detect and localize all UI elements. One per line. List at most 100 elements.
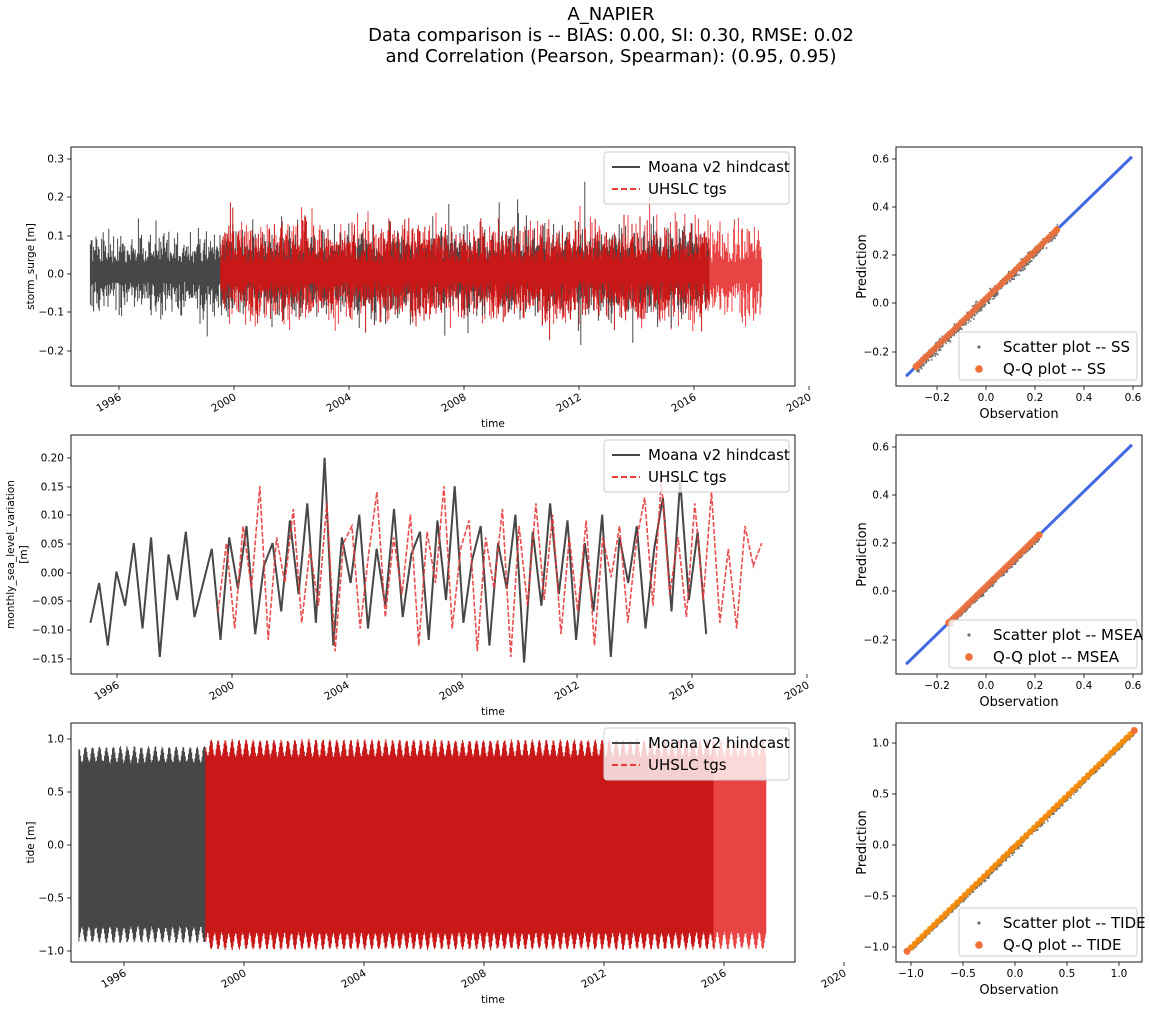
ts1-frame: [70, 146, 796, 387]
y-tick-label: 0.2: [872, 250, 889, 262]
legend-qq-label: Q-Q plot -- MSEA: [993, 648, 1120, 666]
ts3-frame: [70, 722, 796, 963]
y-axis-label: Prediction: [855, 522, 870, 587]
x-tick-label: −0.2: [924, 680, 950, 692]
legend-scatter-label: Scatter plot -- SS: [1003, 338, 1130, 356]
x-axis-label: Observation: [979, 983, 1058, 998]
y-tick-label: 1.0: [872, 738, 889, 750]
ts3-timeseries-panel: 1996 2000 2004 2008 2012 2016 2020 1.0 0.5 0.0 −0.…: [25, 722, 849, 1006]
legend-scatter-marker: [967, 633, 971, 637]
ts2-timeseries-panel: 1996 2000 2004 2008 2012 2016 2020 0.20 0.15 0.10…: [5, 434, 812, 718]
y-axis-label: Prediction: [855, 810, 870, 875]
x-tick-label: 2016: [669, 391, 698, 415]
y-tick-label: 0.0: [872, 586, 889, 598]
legend-hindcast-label: Moana v2 hindcast: [648, 158, 790, 176]
sc2-scatter-panel: −0.2 0.0 0.2 0.4 0.6 0.6 0.4 0.2 0.0 −0.2 Observat…: [855, 434, 1144, 710]
y-tick-label: 0.3: [47, 154, 64, 166]
qq-points: [945, 531, 1043, 626]
x-tick-label: −0.5: [950, 968, 976, 980]
legend-scatter-label: Scatter plot -- MSEA: [993, 626, 1144, 644]
overlap-series-line: [205, 738, 714, 951]
ts3-legend: Moana v2 hindcast UHSLC tgs: [603, 727, 790, 781]
qq-points: [903, 727, 1138, 955]
ts1-legend: Moana v2 hindcast UHSLC tgs: [603, 151, 790, 205]
x-tick-label: 0.2: [1027, 680, 1044, 692]
x-tick-label: 2000: [219, 967, 248, 991]
legend-qq-label: Q-Q plot -- SS: [1003, 360, 1106, 378]
legend-hindcast-label: Moana v2 hindcast: [648, 734, 790, 752]
x-tick-label: 0.5: [1059, 968, 1076, 980]
qq-point-min: [903, 947, 911, 955]
x-tick-label: 2012: [554, 391, 583, 415]
x-tick-label: 2000: [209, 391, 238, 415]
figure-title-line-2: Data comparison is -- BIAS: 0.00, SI: 0.…: [368, 25, 854, 46]
ts2-frame: [70, 434, 796, 675]
y-tick-label: 0.15: [41, 482, 64, 494]
x-tick-label: 2008: [459, 967, 488, 991]
y-tick-label: −0.5: [864, 891, 890, 903]
x-tick-label: 2000: [207, 679, 236, 703]
x-tick-label: 0.0: [978, 680, 995, 692]
y-tick-label: 1.0: [47, 734, 64, 746]
legend-scatter-label: Scatter plot -- TIDE: [1003, 914, 1146, 932]
y-axis-unit: [m]: [18, 545, 30, 563]
sc2-frame: [895, 434, 1143, 675]
x-tick-label: 2020: [784, 391, 813, 415]
x-axis-label: time: [481, 706, 505, 718]
y-tick-label: 0.6: [872, 442, 889, 454]
x-tick-label: 2012: [579, 967, 608, 991]
y-tick-label: 0.1: [47, 231, 64, 243]
y-tick-label: 0.20: [41, 453, 64, 465]
y-tick-label: −1.0: [39, 946, 65, 958]
y-tick-label: 0.4: [872, 202, 889, 214]
legend-qq-label: Q-Q plot -- TIDE: [1003, 936, 1121, 954]
x-axis-label: Observation: [979, 407, 1058, 422]
y-tick-label: 0.6: [872, 154, 889, 166]
overlap-series-line: [220, 202, 710, 341]
y-axis-label: monthly_sea_level_variation: [5, 480, 17, 629]
x-tick-label: 0.2: [1027, 392, 1044, 404]
y-tick-label: −1.0: [864, 942, 890, 954]
sc1-scatter-panel: −0.2 0.0 0.2 0.4 0.6 0.6 0.4 0.2 0.0 −0.2 Observat…: [855, 146, 1143, 422]
y-tick-label: 0.0: [47, 269, 64, 281]
legend-tgs-label: UHSLC tgs: [648, 180, 727, 198]
legend-hindcast-label: Moana v2 hindcast: [648, 446, 790, 464]
y-tick-label: −0.05: [32, 596, 64, 608]
x-tick-label: 2016: [667, 679, 696, 703]
figure-title-line-1: A_NAPIER: [567, 4, 655, 25]
x-tick-label: 2004: [339, 967, 368, 991]
y-tick-label: 0.00: [41, 568, 64, 580]
x-tick-label: 2016: [699, 967, 728, 991]
sc2-legend: Scatter plot -- MSEA Q-Q plot -- MSEA: [948, 619, 1144, 669]
y-tick-label: −0.15: [32, 654, 64, 666]
x-tick-label: 1996: [94, 391, 123, 415]
x-tick-label: 0.4: [1076, 680, 1093, 692]
y-tick-label: 0.2: [47, 192, 64, 204]
x-tick-label: 0.0: [1007, 968, 1024, 980]
x-axis-label: time: [481, 418, 505, 430]
qq-points: [912, 226, 1060, 370]
legend-qq-marker: [975, 365, 983, 373]
x-tick-label: 1996: [99, 967, 128, 991]
y-tick-label: 0.05: [41, 539, 64, 551]
sc1-frame: [895, 146, 1143, 387]
x-tick-label: 2004: [322, 679, 351, 703]
x-tick-label: 2020: [819, 967, 848, 991]
ts1-timeseries-panel: 1996 2000 2004 2008 2012 2016 2020 0.3 0.2 0.1 0.0…: [25, 146, 814, 430]
x-axis-label: time: [481, 994, 505, 1006]
qq-point-max: [1053, 226, 1061, 234]
x-tick-label: −0.2: [924, 392, 950, 404]
y-tick-label: −0.2: [864, 347, 890, 359]
legend-qq-marker: [965, 653, 973, 661]
legend-scatter-marker: [977, 921, 981, 925]
y-tick-label: 0.0: [47, 840, 64, 852]
qq-point-min: [912, 362, 920, 370]
y-tick-label: −0.5: [39, 893, 65, 905]
y-tick-label: 0.5: [872, 789, 889, 801]
legend-tgs-label: UHSLC tgs: [648, 468, 727, 486]
x-tick-label: 0.6: [1125, 680, 1142, 692]
y-axis-label: tide [m]: [25, 822, 37, 864]
x-tick-label: 1.0: [1111, 968, 1128, 980]
y-tick-label: −0.1: [39, 307, 65, 319]
